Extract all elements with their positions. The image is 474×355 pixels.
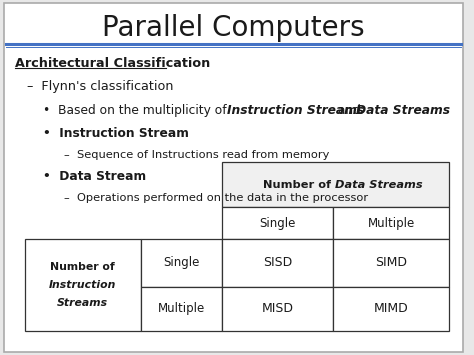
Text: Number of: Number of [50, 262, 115, 272]
FancyBboxPatch shape [222, 287, 333, 331]
Text: –  Operations performed on the data in the processor: – Operations performed on the data in th… [64, 193, 368, 203]
Text: •  Instruction Stream: • Instruction Stream [43, 127, 189, 140]
Text: Multiple: Multiple [157, 302, 205, 315]
Text: Single: Single [163, 256, 200, 269]
Text: Multiple: Multiple [367, 217, 415, 230]
Text: Number of: Number of [264, 180, 336, 190]
FancyBboxPatch shape [141, 287, 222, 331]
FancyBboxPatch shape [333, 207, 449, 239]
FancyBboxPatch shape [222, 207, 333, 239]
Text: Data Streams: Data Streams [336, 180, 423, 190]
Text: Data Streams: Data Streams [356, 104, 450, 118]
Text: Parallel Computers: Parallel Computers [102, 14, 365, 42]
Text: •  Data Stream: • Data Stream [43, 170, 146, 183]
Text: Instruction Streams: Instruction Streams [228, 104, 365, 118]
Text: SIMD: SIMD [375, 256, 407, 269]
FancyBboxPatch shape [25, 239, 141, 331]
Text: Streams: Streams [57, 298, 108, 308]
Text: •  Based on the multiplicity of: • Based on the multiplicity of [43, 104, 231, 118]
FancyBboxPatch shape [333, 287, 449, 331]
FancyBboxPatch shape [4, 3, 463, 352]
Text: MISD: MISD [262, 302, 293, 315]
Text: and: and [335, 104, 365, 118]
FancyBboxPatch shape [141, 239, 222, 287]
Text: Architectural Classification: Architectural Classification [15, 56, 210, 70]
Text: SISD: SISD [263, 256, 292, 269]
Text: Instruction: Instruction [49, 280, 116, 290]
FancyBboxPatch shape [333, 239, 449, 287]
Text: –  Flynn's classification: – Flynn's classification [27, 81, 173, 93]
Text: Single: Single [259, 217, 296, 230]
Text: MIMD: MIMD [374, 302, 409, 315]
Text: –  Sequence of Instructions read from memory: – Sequence of Instructions read from mem… [64, 150, 329, 160]
FancyBboxPatch shape [222, 239, 333, 287]
FancyBboxPatch shape [222, 162, 449, 207]
